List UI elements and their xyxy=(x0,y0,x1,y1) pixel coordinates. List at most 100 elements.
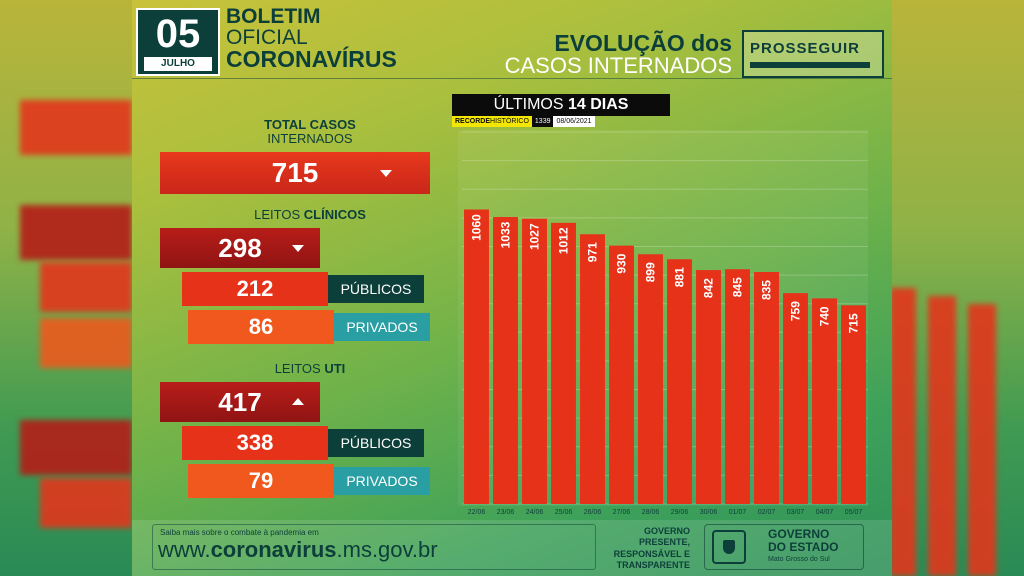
total-label: TOTAL CASOS INTERNADOS xyxy=(160,117,460,147)
bar-22/06 xyxy=(464,209,489,504)
bar-value-label: 1012 xyxy=(557,227,571,254)
uti-privados-tag: PRIVADOS xyxy=(334,467,430,495)
evolution-heading: EVOLUÇÃO dos CASOS INTERNADOS xyxy=(505,32,732,77)
bar-03/07 xyxy=(783,293,808,504)
motto-line-2: PRESENTE, xyxy=(638,537,690,548)
bar-value-label: 881 xyxy=(673,267,687,287)
bar-27/06 xyxy=(609,245,634,504)
chart-header: ÚLTIMOS 14 DIAS xyxy=(452,94,670,116)
bar-value-label: 759 xyxy=(789,301,803,321)
bar-value-label: 715 xyxy=(847,313,861,333)
bar-value-label: 835 xyxy=(760,280,774,300)
record-label: RECORDE HISTÓRICO xyxy=(452,116,532,127)
motto-line-4: TRANSPARENTE xyxy=(616,559,690,570)
header-divider xyxy=(132,78,892,79)
trend-down-icon xyxy=(380,170,392,177)
x-tick-label: 30/06 xyxy=(700,509,718,516)
bar-value-label: 842 xyxy=(702,278,716,298)
prosseguir-text: PROSSEGUIR xyxy=(750,40,861,57)
bar-01/07 xyxy=(725,269,750,504)
title-line-1: BOLETIM xyxy=(226,5,321,28)
blurred-left-strip xyxy=(0,0,132,576)
uti-value-box: 417 xyxy=(160,382,320,422)
government-state: Mato Grosso do Sul xyxy=(768,556,830,563)
bar-value-label: 1033 xyxy=(499,221,513,248)
state-emblem-icon xyxy=(712,530,746,564)
x-tick-label: 26/06 xyxy=(584,509,602,516)
uti-label: LEITOS UTI xyxy=(160,361,460,376)
x-tick-label: 04/07 xyxy=(816,509,834,516)
clinicos-label: LEITOS CLÍNICOS xyxy=(160,207,460,222)
x-tick-label: 29/06 xyxy=(671,509,689,516)
footer-small-text: Saiba mais sobre o combate à pandemia em xyxy=(160,528,319,537)
url-suffix: .ms.gov.br xyxy=(336,537,438,562)
x-tick-label: 22/06 xyxy=(468,509,486,516)
footer xyxy=(132,520,892,576)
bar-23/06 xyxy=(493,217,518,504)
x-tick-label: 27/06 xyxy=(613,509,631,516)
bar-04/07 xyxy=(812,298,837,504)
record-strip: RECORDE HISTÓRICO 1339 08/06/2021 xyxy=(452,116,595,127)
date-month: JULHO xyxy=(144,57,212,71)
x-tick-label: 24/06 xyxy=(526,509,544,516)
record-value: 1339 xyxy=(531,116,554,127)
prosseguir-logo: PROSSEGUIR xyxy=(742,30,884,78)
clinicos-value-box: 298 xyxy=(160,228,320,268)
bar-value-label: 971 xyxy=(586,242,600,262)
url-prefix: www. xyxy=(158,537,211,562)
x-tick-label: 28/06 xyxy=(642,509,660,516)
x-tick-label: 01/07 xyxy=(729,509,747,516)
bar-value-label: 740 xyxy=(818,306,832,326)
motto-line-3: RESPONSÁVEL E xyxy=(613,548,690,559)
bar-28/06 xyxy=(638,254,663,504)
clinicos-publicos-value: 212 xyxy=(236,276,274,301)
bulletin-title: BOLETIM OFICIAL CORONAVÍRUS xyxy=(226,6,397,71)
prosseguir-bar xyxy=(750,62,870,68)
clinicos-publicos-box: 212 xyxy=(182,272,328,306)
uti-value: 417 xyxy=(218,387,262,417)
clinicos-privados-box: 86 xyxy=(188,310,334,344)
x-tick-label: 25/06 xyxy=(555,509,573,516)
uti-publicos-value: 338 xyxy=(236,430,274,455)
bar-30/06 xyxy=(696,270,721,504)
chart-header-pre: ÚLTIMOS xyxy=(493,96,568,113)
uti-publicos-box: 338 xyxy=(182,426,328,460)
record-date: 08/06/2021 xyxy=(553,116,595,127)
total-label-bold: TOTAL CASOS xyxy=(264,117,356,132)
government-logo-box xyxy=(704,524,864,570)
bar-29/06 xyxy=(667,259,692,504)
record-label-rest: HISTÓRICO xyxy=(490,118,529,125)
uti-privados-value: 79 xyxy=(248,468,274,493)
x-tick-label: 05/07 xyxy=(845,509,863,516)
blurred-right-strip xyxy=(890,0,1024,576)
total-label-sub: INTERNADOS xyxy=(267,131,353,147)
bar-02/07 xyxy=(754,272,779,504)
clinicos-label-bold: CLÍNICOS xyxy=(303,207,366,222)
record-label-bold: RECORDE xyxy=(455,118,491,125)
gov-name-line-1: GOVERNO xyxy=(768,527,830,541)
uti-publicos-tag: PÚBLICOS xyxy=(328,429,424,457)
uti-label-bold: UTI xyxy=(324,361,346,376)
title-line-2: OFICIAL xyxy=(226,26,308,49)
government-name: GOVERNO DO ESTADO xyxy=(768,527,838,554)
bar-value-label: 899 xyxy=(644,262,658,282)
x-tick-label: 03/07 xyxy=(787,509,805,516)
bar-25/06 xyxy=(551,222,576,504)
motto-line-1: GOVERNO xyxy=(643,526,690,536)
url-bold: coronavirus xyxy=(210,537,337,562)
clinicos-publicos-tag: PÚBLICOS xyxy=(328,275,424,303)
government-motto: GOVERNO PRESENTE, RESPONSÁVEL E TRANSPAR… xyxy=(610,526,690,571)
trend-up-icon xyxy=(292,398,304,405)
footer-url[interactable]: www.coronavirus.ms.gov.br xyxy=(158,537,438,563)
x-tick-label: 23/06 xyxy=(497,509,515,516)
clinicos-privados-tag: PRIVADOS xyxy=(334,313,430,341)
uti-label-pre: LEITOS xyxy=(274,361,325,376)
x-tick-label: 02/07 xyxy=(758,509,776,516)
chart-header-bold: 14 DIAS xyxy=(567,96,629,113)
bar-05/07 xyxy=(841,305,866,504)
bulletin-poster: 05 JULHO BOLETIM OFICIAL CORONAVÍRUS EVO… xyxy=(132,0,892,576)
total-value: 715 xyxy=(271,157,319,188)
total-value-box: 715 xyxy=(160,152,430,194)
evolution-line-1: EVOLUÇÃO dos xyxy=(554,30,732,56)
clinicos-privados-value: 86 xyxy=(248,314,274,339)
